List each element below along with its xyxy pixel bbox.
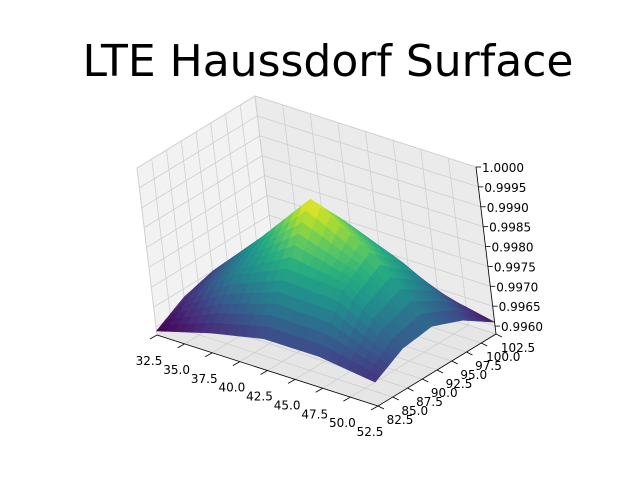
x-tick	[232, 361, 241, 366]
z-gridline	[151, 214, 270, 288]
y-gridline	[171, 325, 393, 398]
z-gridline	[139, 115, 258, 189]
y-tick	[466, 351, 473, 356]
x-tick-label: 32.5	[136, 354, 163, 368]
x-tick-label: 40.0	[219, 381, 246, 395]
y-tick-label: 100.0	[486, 350, 520, 364]
x-tick	[205, 352, 213, 358]
x-tick	[149, 334, 158, 340]
z-tick-label: 0.9970	[496, 280, 538, 294]
y-tick	[422, 378, 429, 383]
y-tick	[481, 342, 488, 347]
y-tick-label: 102.5	[501, 341, 535, 355]
z-gridline	[264, 175, 486, 247]
x-tick-label: 45.0	[274, 398, 301, 412]
x-tick	[260, 370, 268, 375]
x-tick	[343, 396, 351, 402]
z-gridline	[148, 195, 268, 268]
z-tick-label: 0.9985	[489, 221, 531, 235]
z-gridline	[254, 95, 477, 168]
x-tick-label: 50.0	[329, 416, 356, 430]
y-tick	[436, 369, 444, 374]
y-tick-label: 87.5	[416, 395, 443, 409]
z-gridline	[259, 135, 481, 208]
z-tick-label: 0.9980	[492, 241, 534, 255]
z-tick-label: 0.9995	[484, 181, 526, 195]
z-gridline	[141, 135, 260, 209]
z-gridline	[146, 175, 265, 248]
y-tick-label: 97.5	[475, 359, 502, 373]
y-tick-label: 85.0	[401, 404, 428, 418]
z-tick-label: 0.9960	[501, 320, 543, 334]
z-tick-label: 0.9965	[499, 300, 541, 314]
x-tick-label: 52.5	[357, 425, 384, 439]
x-tick	[370, 405, 379, 411]
z-tick-label: 1.0000	[482, 161, 524, 175]
x-tick-label: 42.5	[246, 390, 273, 404]
x-tick-label: 47.5	[301, 407, 328, 421]
z-tick-label: 0.9975	[494, 260, 536, 274]
y-tick	[451, 360, 458, 365]
y-tick	[407, 387, 414, 392]
z-gridline	[257, 115, 479, 188]
chart-title: LTE Haussdorf Surface	[82, 36, 574, 87]
y-tick-label: 82.5	[387, 413, 414, 427]
x-tick-label: 37.5	[191, 372, 218, 386]
y-tick	[377, 405, 385, 410]
x-tick	[315, 387, 323, 393]
y-tick-label: 92.5	[446, 377, 473, 391]
z-gridline	[136, 95, 256, 169]
x-tick-label: 35.0	[163, 363, 190, 377]
y-tick	[392, 396, 399, 401]
x-tick	[287, 379, 296, 384]
x-tick	[177, 343, 185, 349]
z-gridline	[262, 155, 484, 228]
surface-patch	[365, 370, 381, 383]
z-tick-label: 0.9990	[487, 201, 529, 215]
y-tick-label: 90.0	[431, 386, 458, 400]
y-tick-label: 95.0	[460, 368, 487, 382]
y-tick	[495, 333, 503, 338]
z-gridline	[143, 155, 263, 228]
